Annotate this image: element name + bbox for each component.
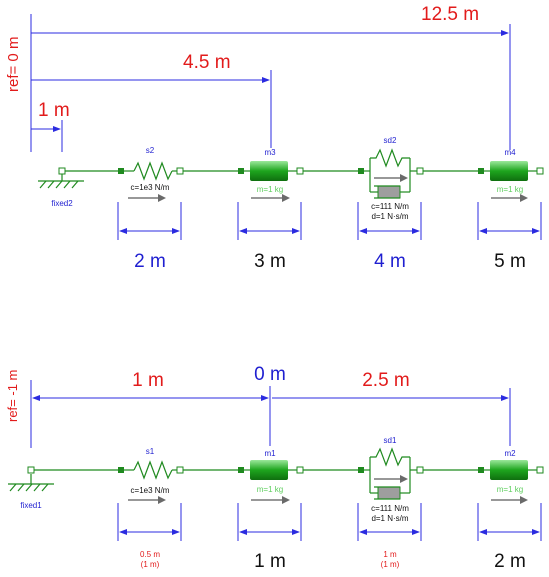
bottom-spring-dim-value: 0.5 m xyxy=(140,550,160,559)
top-diagram: ref= 0 m 12.5 m 4.5 m 1 m fixed2 xyxy=(5,4,544,272)
bottom-spring-damper-sd1[interactable] xyxy=(358,447,424,500)
bottom-m1-dim: 1 m xyxy=(254,551,286,572)
bottom-sd1-param-c: c=111 N/m xyxy=(371,504,409,513)
top-m4-param: m=1 kg xyxy=(497,185,523,194)
top-fixed-flange xyxy=(58,167,66,175)
top-m3-name: m3 xyxy=(264,148,276,157)
top-m4-name: m4 xyxy=(504,148,516,157)
bottom-m1-param: m=1 kg xyxy=(257,485,283,494)
bottom-s1-param: c=1e3 N/m xyxy=(131,486,170,495)
bottom-diagram: ref= -1 m 1 m 0 m 2.5 m fixed1 xyxy=(5,364,544,572)
bottom-fixed-label: fixed1 xyxy=(20,501,42,510)
bottom-m1-name: m1 xyxy=(264,449,276,458)
top-sd2-name: sd2 xyxy=(384,136,397,145)
bottom-dim-2-5-label: 2.5 m xyxy=(362,370,410,391)
bottom-sd1-param-d: d=1 N·s/m xyxy=(371,514,408,523)
top-dim-12-5-label: 12.5 m xyxy=(421,4,479,25)
bottom-ref-label: ref= -1 m xyxy=(5,370,20,422)
bottom-dim-1-label: 1 m xyxy=(132,370,164,391)
top-dim-2m: 2 m xyxy=(134,251,166,272)
bottom-sd-dim-sub: (1 m) xyxy=(381,560,400,569)
bottom-m2-dim: 2 m xyxy=(494,551,526,572)
bottom-fixed-flange xyxy=(27,466,35,474)
top-spring-s2[interactable] xyxy=(118,161,184,202)
top-dim-3m: 3 m xyxy=(254,251,286,272)
top-dim-5m: 5 m xyxy=(494,251,526,272)
top-mass-m4[interactable] xyxy=(478,161,544,202)
top-dim-4-5-label: 4.5 m xyxy=(183,52,231,73)
bottom-length-dims xyxy=(117,503,542,541)
bottom-s1-name: s1 xyxy=(146,447,155,456)
top-fixed-label: fixed2 xyxy=(51,199,73,208)
bottom-spring-dim-sub: (1 m) xyxy=(141,560,160,569)
top-length-dims xyxy=(117,202,542,240)
top-dim-4m: 4 m xyxy=(374,251,406,272)
top-m3-param: m=1 kg xyxy=(257,185,283,194)
bottom-fixed-icon xyxy=(8,474,54,492)
top-dim-1-label: 1 m xyxy=(38,100,70,121)
bottom-dim-0-label: 0 m xyxy=(254,364,286,385)
top-sd2-param-d: d=1 N·s/m xyxy=(371,212,408,221)
bottom-m2-param: m=1 kg xyxy=(497,485,523,494)
bottom-mass-m1[interactable] xyxy=(238,460,304,504)
bottom-mass-m2[interactable] xyxy=(478,460,544,504)
top-ref-label: ref= 0 m xyxy=(5,37,22,92)
top-mass-m3[interactable] xyxy=(238,161,304,202)
top-sd2-param-c: c=111 N/m xyxy=(371,202,409,211)
bottom-sd-dim-value: 1 m xyxy=(383,550,397,559)
top-spring-damper-sd2[interactable] xyxy=(358,148,424,199)
top-s2-param: c=1e3 N/m xyxy=(131,183,170,192)
bottom-sd1-name: sd1 xyxy=(384,436,397,445)
top-s2-name: s2 xyxy=(146,146,155,155)
bottom-spring-s1[interactable] xyxy=(118,460,184,504)
bottom-m2-name: m2 xyxy=(504,449,516,458)
